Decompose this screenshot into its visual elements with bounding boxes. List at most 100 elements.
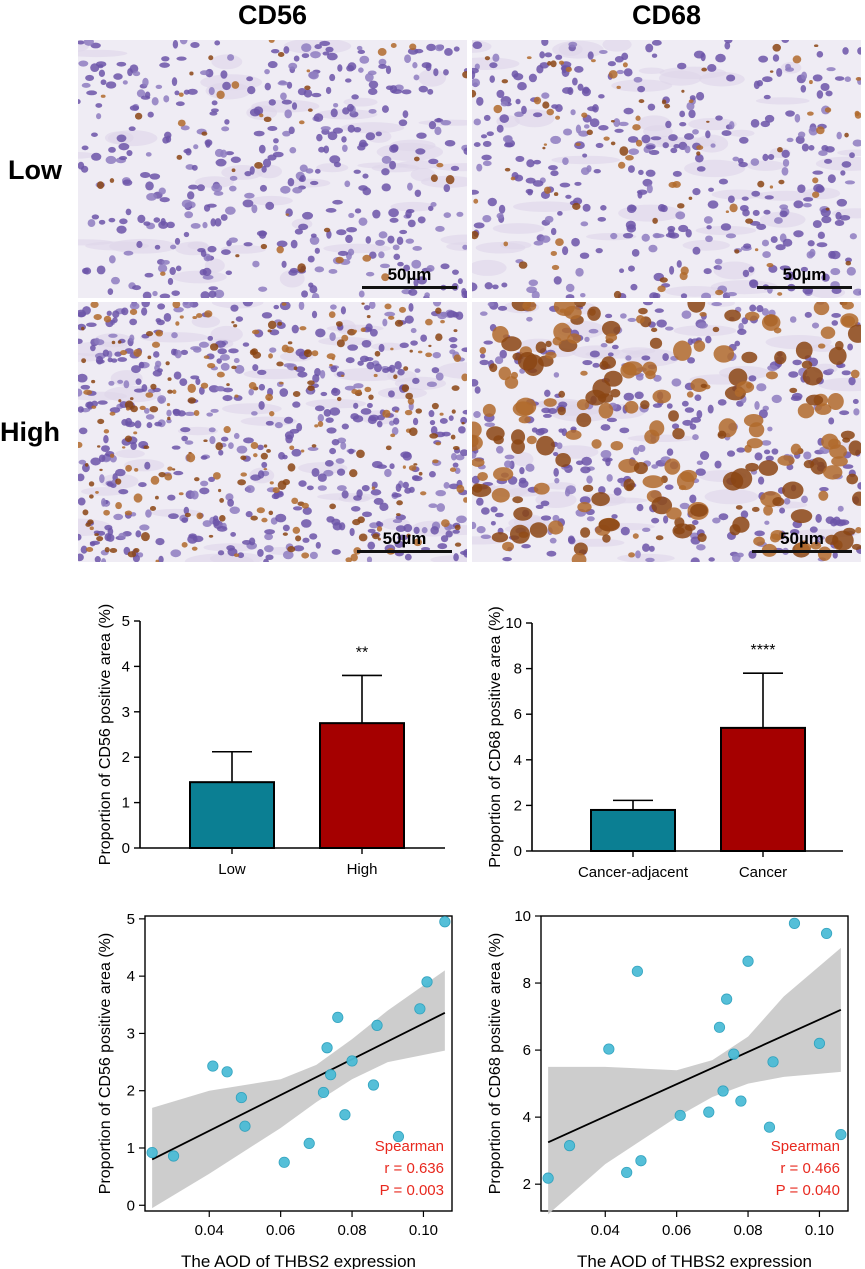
cell-nucleus — [801, 71, 808, 80]
cell-nucleus — [652, 292, 661, 298]
cell-nucleus — [761, 308, 769, 316]
stained-cell — [651, 327, 658, 333]
stained-cell — [297, 263, 306, 273]
row-header-low: Low — [8, 155, 62, 185]
stained-cell — [261, 517, 268, 523]
data-point — [421, 976, 433, 988]
stained-cell — [843, 527, 856, 536]
cell-nucleus — [692, 434, 699, 441]
cell-nucleus — [183, 506, 190, 515]
stained-cell — [104, 546, 110, 553]
cell-nucleus — [415, 148, 426, 155]
stained-cell — [441, 519, 450, 528]
stained-cell — [352, 519, 361, 526]
cell-nucleus — [78, 338, 83, 344]
cell-nucleus — [315, 328, 326, 338]
x-tick-label: 0.08 — [337, 1222, 366, 1239]
stained-cell — [553, 192, 559, 197]
cell-nucleus — [358, 290, 365, 298]
cell-nucleus — [78, 373, 88, 383]
cell-nucleus — [293, 55, 300, 62]
cell-nucleus — [410, 340, 418, 346]
cell-nucleus — [81, 267, 89, 275]
cell-nucleus — [248, 388, 254, 396]
stained-cell — [91, 379, 96, 384]
stained-cell — [548, 520, 564, 535]
cell-nucleus — [366, 556, 373, 562]
cell-nucleus — [673, 144, 681, 149]
stats-label: P = 0.003 — [380, 1182, 444, 1199]
y-tick-label: 8 — [523, 975, 531, 992]
cell-nucleus — [750, 119, 760, 128]
regression-line — [547, 1009, 842, 1144]
cell-nucleus — [696, 166, 706, 172]
stained-cell — [472, 458, 485, 467]
stained-cell — [385, 445, 392, 451]
cell-nucleus — [358, 67, 364, 73]
stroma-fiber — [172, 270, 227, 284]
bar — [720, 726, 806, 853]
cell-nucleus — [532, 180, 544, 187]
cell-nucleus — [329, 73, 336, 82]
cell-nucleus — [763, 449, 771, 455]
cell-nucleus — [149, 173, 161, 180]
stained-cell — [472, 483, 492, 498]
cell-nucleus — [666, 403, 673, 409]
stained-cell — [482, 403, 496, 417]
cell-nucleus — [789, 316, 797, 323]
stained-cell — [757, 180, 765, 188]
stroma-fiber — [115, 449, 145, 459]
data-point — [621, 1166, 633, 1179]
cell-nucleus — [401, 89, 412, 95]
stained-cell — [196, 512, 203, 520]
stained-cell — [645, 370, 656, 380]
stained-cell — [301, 552, 310, 559]
y-axis-label: Proportion of CD56 positive area (%) — [97, 933, 114, 1194]
cell-nucleus — [426, 43, 437, 52]
cell-nucleus — [135, 378, 142, 385]
cell-nucleus — [668, 134, 678, 142]
cell-nucleus — [473, 142, 481, 147]
cell-nucleus — [584, 336, 590, 342]
stained-cell — [260, 243, 268, 250]
cell-nucleus — [653, 233, 665, 238]
stained-cell — [317, 421, 324, 427]
cell-nucleus — [642, 302, 653, 306]
cell-nucleus — [654, 308, 664, 313]
cell-nucleus — [607, 352, 614, 357]
stained-cell — [510, 371, 519, 379]
cell-nucleus — [347, 344, 359, 351]
cell-nucleus — [163, 95, 170, 103]
cell-nucleus — [193, 144, 199, 150]
cell-nucleus — [202, 221, 208, 229]
stained-cell — [121, 446, 126, 449]
cell-nucleus — [378, 64, 387, 69]
cell-nucleus — [605, 313, 613, 319]
cell-nucleus — [742, 209, 750, 217]
stained-cell — [810, 541, 822, 550]
cell-nucleus — [486, 131, 494, 137]
stained-cell — [362, 254, 372, 262]
cell-nucleus — [299, 164, 308, 172]
stained-cell — [409, 349, 413, 353]
cell-nucleus — [703, 216, 713, 224]
cell-nucleus — [161, 56, 170, 62]
cell-nucleus — [182, 302, 194, 309]
cell-nucleus — [441, 431, 451, 437]
stained-cell — [713, 345, 735, 363]
cell-nucleus — [726, 450, 736, 457]
stained-cell — [301, 502, 309, 509]
scale-bar-label: 50µm — [382, 529, 427, 548]
cell-nucleus — [623, 107, 634, 115]
stained-cell — [186, 452, 196, 463]
confidence-band — [152, 970, 445, 1209]
cell-nucleus — [90, 42, 101, 49]
cell-nucleus — [160, 218, 166, 226]
cell-nucleus — [498, 204, 506, 214]
cell-nucleus — [839, 214, 851, 221]
cell-nucleus — [816, 90, 824, 99]
cell-nucleus — [333, 102, 339, 108]
cell-nucleus — [562, 87, 573, 94]
stroma-fiber — [323, 243, 391, 254]
stained-cell — [489, 363, 498, 373]
